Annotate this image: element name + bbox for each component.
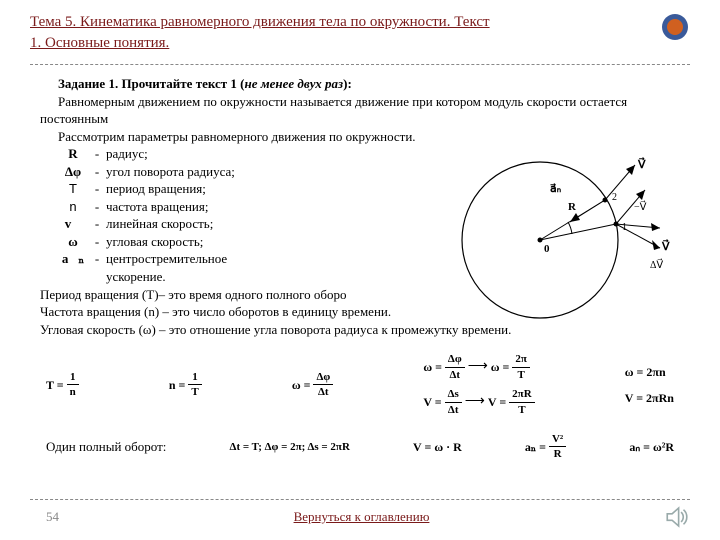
slide-header: Тема 5. Кинематика равномерного движения… <box>0 0 720 58</box>
full-rev-eq: Δt = T; Δφ = 2π; Δs = 2πR <box>230 440 350 455</box>
para2: Рассмотрим параметры равномерного движен… <box>40 128 680 146</box>
param-sym: ω <box>58 233 88 251</box>
formula: n =1T <box>169 370 202 401</box>
formula: V = ω · R <box>413 439 462 455</box>
formula: ω = 2πn <box>625 364 674 380</box>
param-sym: n <box>58 198 88 216</box>
formula-row-1: T =1n n =1T ω =ΔφΔt ω =ΔφΔt⟶ω =2πT V =Δs… <box>40 352 680 417</box>
svg-text:V⃗: V⃗ <box>661 239 670 253</box>
header-title: Тема 5. Кинематика равномерного движения… <box>30 12 490 33</box>
task-line: Задание 1. Прочитайте текст 1 (не менее … <box>40 75 680 93</box>
formula: T =1n <box>46 370 79 401</box>
param-sym: R <box>58 145 88 163</box>
formula: V = 2πRn <box>625 390 674 406</box>
back-to-toc-link[interactable]: Вернуться к оглавлению <box>294 509 430 525</box>
param-sym: v⃗ <box>58 215 88 233</box>
formula: ω =ΔφΔt <box>292 370 333 401</box>
footer: 54 Вернуться к оглавлению <box>0 495 720 530</box>
svg-text:ΔV⃗: ΔV⃗ <box>650 258 663 271</box>
svg-text:0: 0 <box>544 243 550 255</box>
svg-text:2: 2 <box>612 192 617 203</box>
full-rev-label: Один полный оборот: <box>46 438 166 456</box>
formula: V =ΔsΔt⟶V =2πRT <box>423 387 534 418</box>
svg-text:R: R <box>568 201 577 213</box>
svg-text:a⃗ₙ: a⃗ₙ <box>550 183 562 195</box>
formula-row-2: Один полный оборот: Δt = T; Δφ = 2π; Δs … <box>40 432 680 463</box>
formula: aₙ =V²R <box>525 432 566 463</box>
param-sym: T <box>58 180 88 198</box>
logo-icon <box>660 12 690 42</box>
header-subtitle: 1. Основные понятия. <box>30 33 490 54</box>
svg-text:V⃗: V⃗ <box>637 157 646 171</box>
param-sym: Δφ <box>58 163 88 181</box>
speaker-icon[interactable] <box>664 504 690 530</box>
divider <box>30 64 690 65</box>
para1: Равномерным движением по окружности назы… <box>40 93 680 128</box>
svg-text:−V⃗: −V⃗ <box>634 200 647 213</box>
circle-diagram: 0 R 2 1 V⃗ ΔV⃗ V⃗ −V⃗ a⃗ₙ <box>450 150 680 325</box>
formula: aₙ = ω²R <box>629 439 674 455</box>
formula: ω =ΔφΔt⟶ω =2πT <box>423 352 534 383</box>
page-number: 54 <box>46 509 59 525</box>
param-sym: a⃗ₙ <box>58 250 88 268</box>
